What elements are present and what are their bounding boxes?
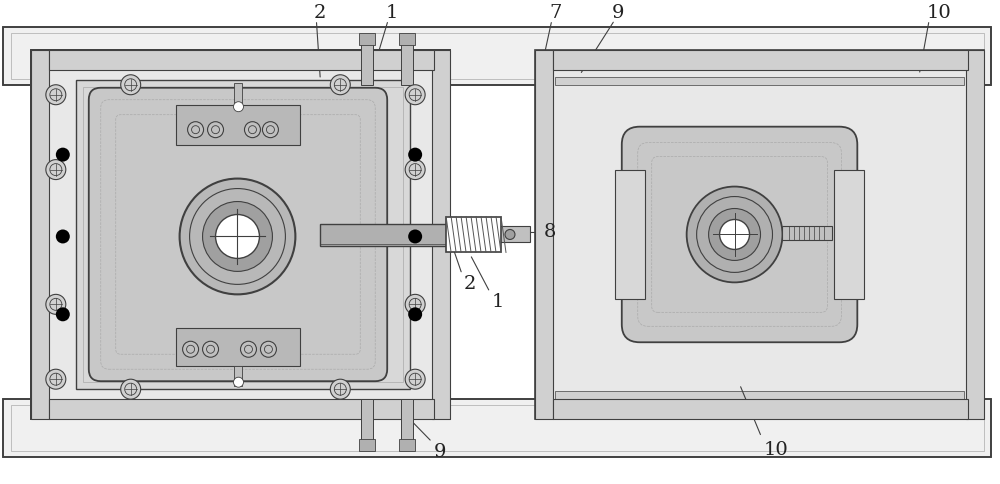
Bar: [76, 81, 410, 389]
Text: 10: 10: [764, 440, 788, 458]
Circle shape: [121, 76, 141, 95]
Circle shape: [709, 209, 761, 261]
Circle shape: [405, 295, 425, 315]
FancyBboxPatch shape: [89, 89, 387, 381]
Circle shape: [188, 122, 204, 138]
Bar: [542, 59, 977, 411]
Circle shape: [216, 215, 259, 259]
Bar: [399, 439, 415, 451]
Bar: [3, 399, 991, 457]
Bar: [432, 51, 450, 419]
Circle shape: [234, 103, 243, 112]
Bar: [31, 51, 450, 419]
Bar: [31, 51, 49, 419]
Bar: [359, 34, 375, 45]
Text: 8: 8: [544, 223, 556, 241]
Circle shape: [121, 379, 141, 399]
Bar: [446, 217, 501, 253]
Bar: [399, 34, 415, 45]
Bar: [401, 36, 413, 86]
Circle shape: [405, 86, 425, 106]
Circle shape: [180, 179, 295, 295]
Circle shape: [203, 202, 272, 272]
Text: 10: 10: [926, 4, 951, 22]
Bar: [83, 88, 403, 382]
Bar: [834, 170, 864, 300]
Bar: [320, 225, 490, 247]
Bar: [555, 77, 964, 86]
Circle shape: [46, 160, 66, 180]
Circle shape: [260, 342, 276, 358]
Circle shape: [405, 369, 425, 389]
Bar: [535, 51, 553, 419]
FancyBboxPatch shape: [622, 127, 857, 343]
Circle shape: [408, 230, 422, 244]
Circle shape: [46, 369, 66, 389]
Text: 1: 1: [492, 293, 504, 311]
Bar: [535, 51, 984, 419]
Bar: [401, 399, 413, 449]
Bar: [500, 227, 530, 243]
Circle shape: [240, 342, 256, 358]
Bar: [176, 106, 300, 145]
Circle shape: [208, 122, 224, 138]
Circle shape: [687, 187, 782, 283]
Bar: [361, 399, 373, 449]
Bar: [553, 51, 968, 71]
Bar: [966, 51, 984, 419]
Circle shape: [408, 148, 422, 162]
Circle shape: [262, 122, 278, 138]
Circle shape: [720, 220, 750, 250]
Bar: [49, 399, 434, 419]
Bar: [234, 84, 242, 104]
Circle shape: [408, 308, 422, 322]
Text: 2: 2: [464, 275, 476, 293]
Bar: [782, 227, 832, 241]
Bar: [361, 36, 373, 86]
Bar: [359, 439, 375, 451]
Circle shape: [330, 76, 350, 95]
Circle shape: [56, 230, 70, 244]
Bar: [11, 405, 984, 451]
Text: 9: 9: [434, 442, 447, 460]
Circle shape: [46, 86, 66, 106]
Text: 7: 7: [549, 4, 561, 22]
Circle shape: [234, 378, 243, 387]
Bar: [3, 399, 991, 457]
Bar: [49, 51, 434, 71]
Circle shape: [505, 230, 515, 240]
Circle shape: [46, 295, 66, 315]
Circle shape: [56, 148, 70, 162]
Bar: [615, 170, 645, 300]
Circle shape: [405, 160, 425, 180]
Bar: [3, 28, 991, 86]
Bar: [11, 34, 984, 79]
Bar: [3, 28, 991, 86]
Circle shape: [203, 342, 219, 358]
Text: 9: 9: [612, 4, 624, 22]
Circle shape: [244, 122, 260, 138]
Bar: [39, 59, 442, 411]
Circle shape: [330, 379, 350, 399]
Text: 1: 1: [385, 4, 398, 22]
Bar: [176, 329, 300, 366]
Circle shape: [183, 342, 199, 358]
Circle shape: [56, 308, 70, 322]
Bar: [234, 366, 242, 386]
Bar: [555, 392, 964, 399]
Bar: [553, 399, 968, 419]
Text: 2: 2: [313, 4, 326, 22]
Bar: [31, 51, 450, 419]
